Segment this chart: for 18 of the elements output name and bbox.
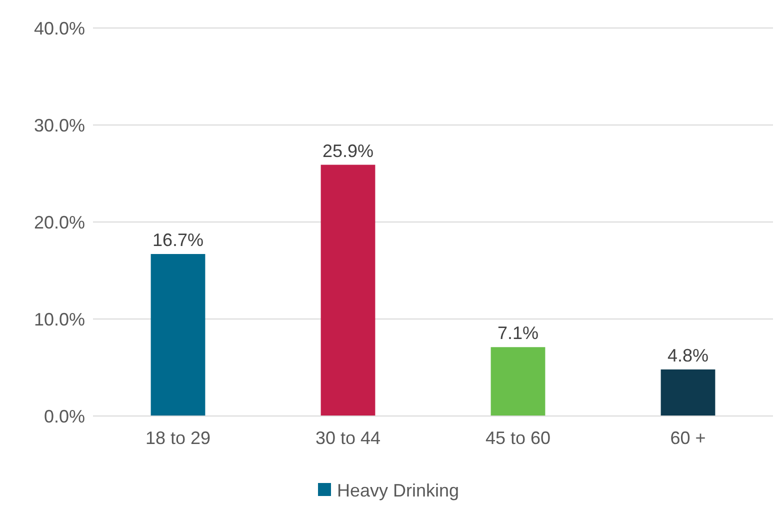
- legend-label: Heavy Drinking: [337, 480, 460, 500]
- bar: [490, 347, 546, 416]
- bar: [660, 369, 716, 416]
- x-tick-label: 45 to 60: [485, 428, 551, 448]
- bar: [150, 254, 206, 416]
- y-tick-label: 20.0%: [34, 212, 85, 232]
- bar: [320, 164, 376, 416]
- y-tick-label: 10.0%: [34, 309, 85, 330]
- y-tick-label: 40.0%: [34, 18, 85, 38]
- x-tick-label: 60 +: [670, 428, 706, 448]
- y-tick-label: 30.0%: [34, 115, 85, 136]
- data-label: 7.1%: [497, 323, 539, 344]
- data-label: 4.8%: [667, 345, 709, 366]
- x-tick-label: 18 to 29: [145, 428, 211, 448]
- x-tick-label: 30 to 44: [315, 428, 381, 448]
- data-label: 25.9%: [322, 140, 374, 161]
- y-tick-label: 0.0%: [44, 406, 85, 426]
- data-label: 16.7%: [152, 230, 204, 250]
